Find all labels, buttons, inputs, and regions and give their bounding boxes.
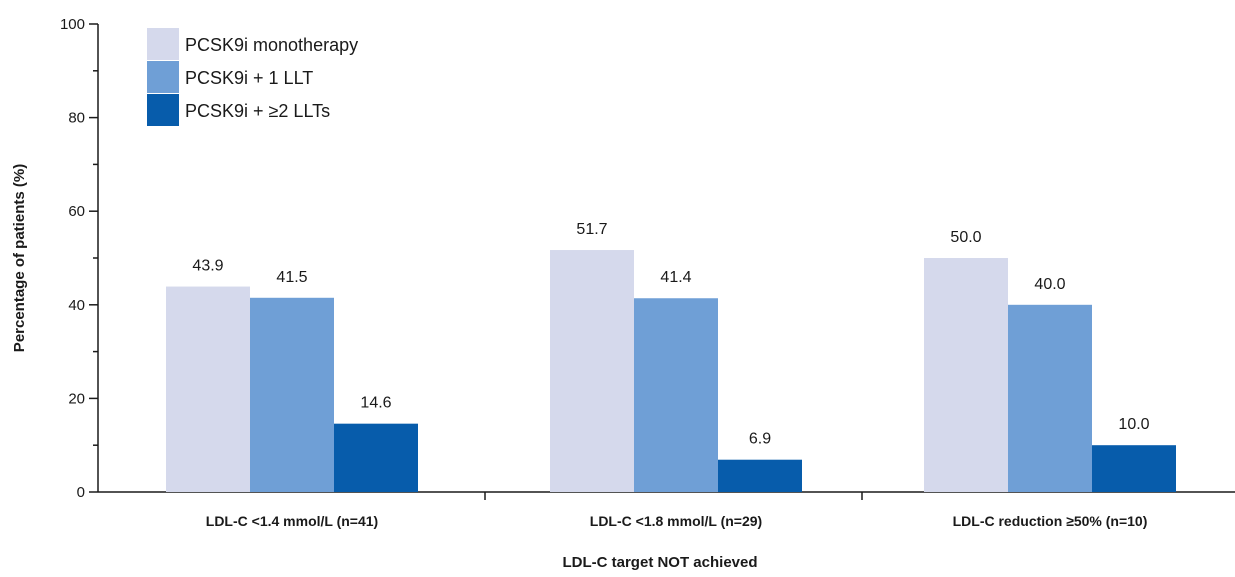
bar	[634, 298, 718, 492]
bar-value-label: 10.0	[1118, 416, 1149, 433]
y-tick-label: 20	[68, 390, 85, 407]
legend-swatch	[147, 28, 179, 60]
y-tick-label: 80	[68, 110, 85, 127]
bar	[550, 250, 634, 492]
bar	[924, 258, 1008, 492]
x-category-label: LDL-C reduction ≥50% (n=10)	[953, 513, 1148, 529]
y-axis-title: Percentage of patients (%)	[11, 164, 28, 352]
bar-value-label: 50.0	[950, 229, 981, 246]
bars: 43.9 41.5 14.6 51.7 41.4 6.9 50.0 40.0 10.0	[166, 221, 1176, 492]
y-axis: 0 20 40 60 80 100	[60, 16, 99, 501]
legend: PCSK9i monotherapy PCSK9i + 1 LLT PCSK9i +…	[147, 28, 358, 126]
legend-label: PCSK9i + ≥2 LLTs	[185, 101, 330, 121]
x-category-label: LDL-C <1.8 mmol/L (n=29)	[590, 513, 762, 529]
bar-value-label: 43.9	[192, 258, 223, 275]
legend-label: PCSK9i monotherapy	[185, 35, 358, 55]
legend-label: PCSK9i + 1 LLT	[185, 68, 313, 88]
bar	[250, 297, 334, 492]
bar	[718, 459, 802, 492]
x-axis-title: LDL-C target NOT achieved	[562, 554, 757, 571]
bar-value-label: 41.4	[660, 269, 691, 286]
bar	[1008, 304, 1092, 492]
legend-swatch	[147, 61, 179, 93]
x-axis: LDL-C <1.4 mmol/L (n=41) LDL-C <1.8 mmol/…	[98, 491, 1235, 529]
bar	[334, 423, 418, 492]
y-tick-label: 60	[68, 203, 85, 220]
bar-value-label: 51.7	[576, 221, 607, 238]
y-tick-label: 0	[77, 484, 85, 501]
y-tick-label: 100	[60, 16, 85, 33]
bar-value-label: 14.6	[360, 395, 391, 412]
bar	[166, 286, 250, 492]
x-category-label: LDL-C <1.4 mmol/L (n=41)	[206, 513, 378, 529]
bar-value-label: 41.5	[276, 269, 307, 286]
bar-value-label: 6.9	[749, 431, 771, 448]
legend-swatch	[147, 94, 179, 126]
y-tick-label: 40	[68, 297, 85, 314]
bar	[1092, 445, 1176, 492]
bar-value-label: 40.0	[1034, 276, 1065, 293]
